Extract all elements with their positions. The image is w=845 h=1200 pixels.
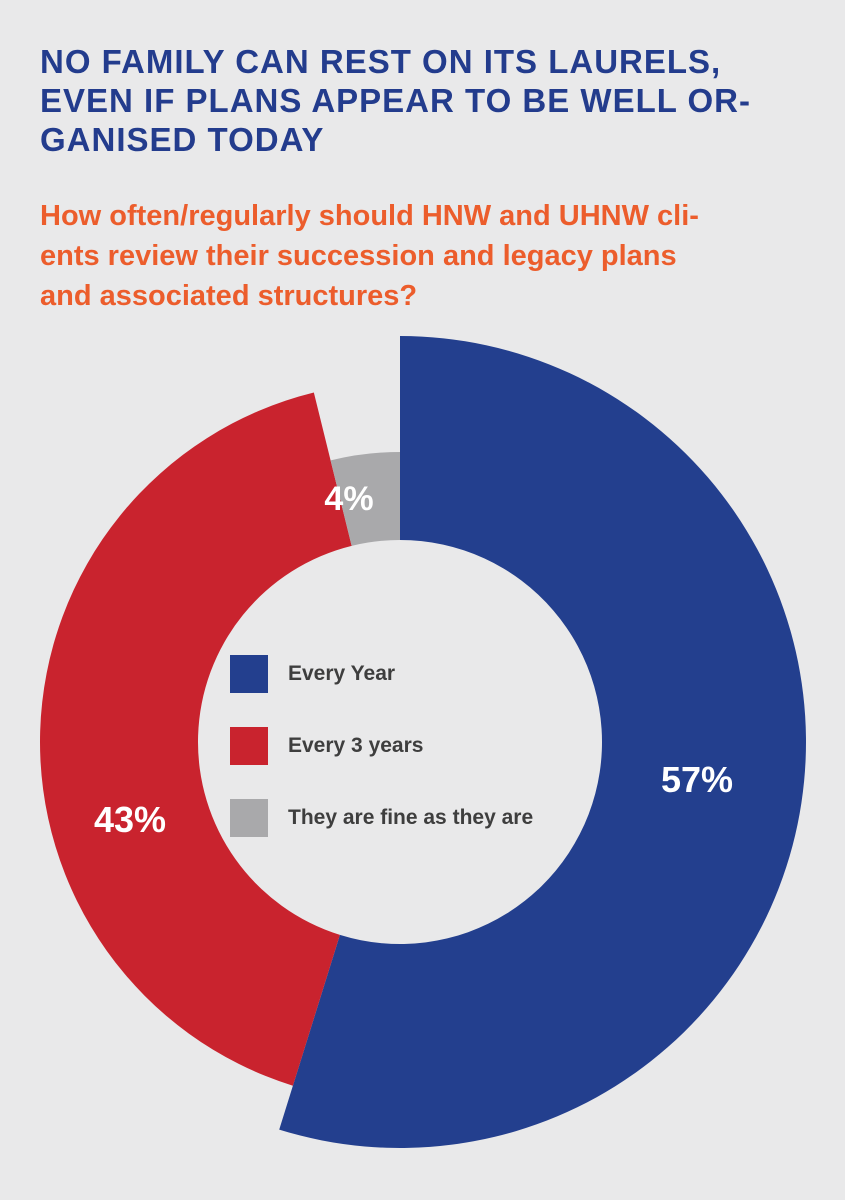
- headline-line-3: GANISED TODAY: [40, 121, 325, 158]
- data-label-every-3-years: 43%: [94, 799, 166, 840]
- data-label-they-are-fine-as-they-are: 4%: [324, 480, 373, 518]
- legend-label-every-3-years: Every 3 years: [288, 734, 424, 757]
- slice-every-year: [279, 336, 806, 1148]
- legend-label-fine-as-they-are: They are fine as they are: [288, 806, 534, 829]
- legend-item-every-year: Every Year: [230, 655, 533, 693]
- data-label-every-year: 57%: [661, 759, 733, 800]
- slice-every-3-years: [39, 392, 352, 1086]
- slice-they-are-fine-as-they-are: [330, 452, 400, 546]
- survey-question: How often/regularly should HNW and UHNW …: [40, 196, 810, 316]
- legend-swatch-every-3-years: [230, 727, 268, 765]
- headline-line-1: NO FAMILY CAN REST ON ITS LAURELS,: [40, 43, 722, 80]
- legend-swatch-every-year: [230, 655, 268, 693]
- legend-item-every-3-years: Every 3 years: [230, 727, 533, 765]
- question-line-1: How often/regularly should HNW and UHNW …: [40, 200, 699, 232]
- page-headline: NO FAMILY CAN REST ON ITS LAURELS, EVEN …: [40, 42, 810, 159]
- legend-label-every-year: Every Year: [288, 662, 396, 685]
- legend-swatch-fine-as-they-are: [230, 799, 268, 837]
- headline-line-2: EVEN IF PLANS APPEAR TO BE WELL OR-: [40, 82, 751, 119]
- question-line-3: and associated structures?: [40, 280, 418, 312]
- question-line-2: ents review their succession and legacy …: [40, 240, 677, 272]
- chart-legend: Every Year Every 3 years They are fine a…: [230, 655, 533, 871]
- legend-item-fine-as-they-are: They are fine as they are: [230, 799, 533, 837]
